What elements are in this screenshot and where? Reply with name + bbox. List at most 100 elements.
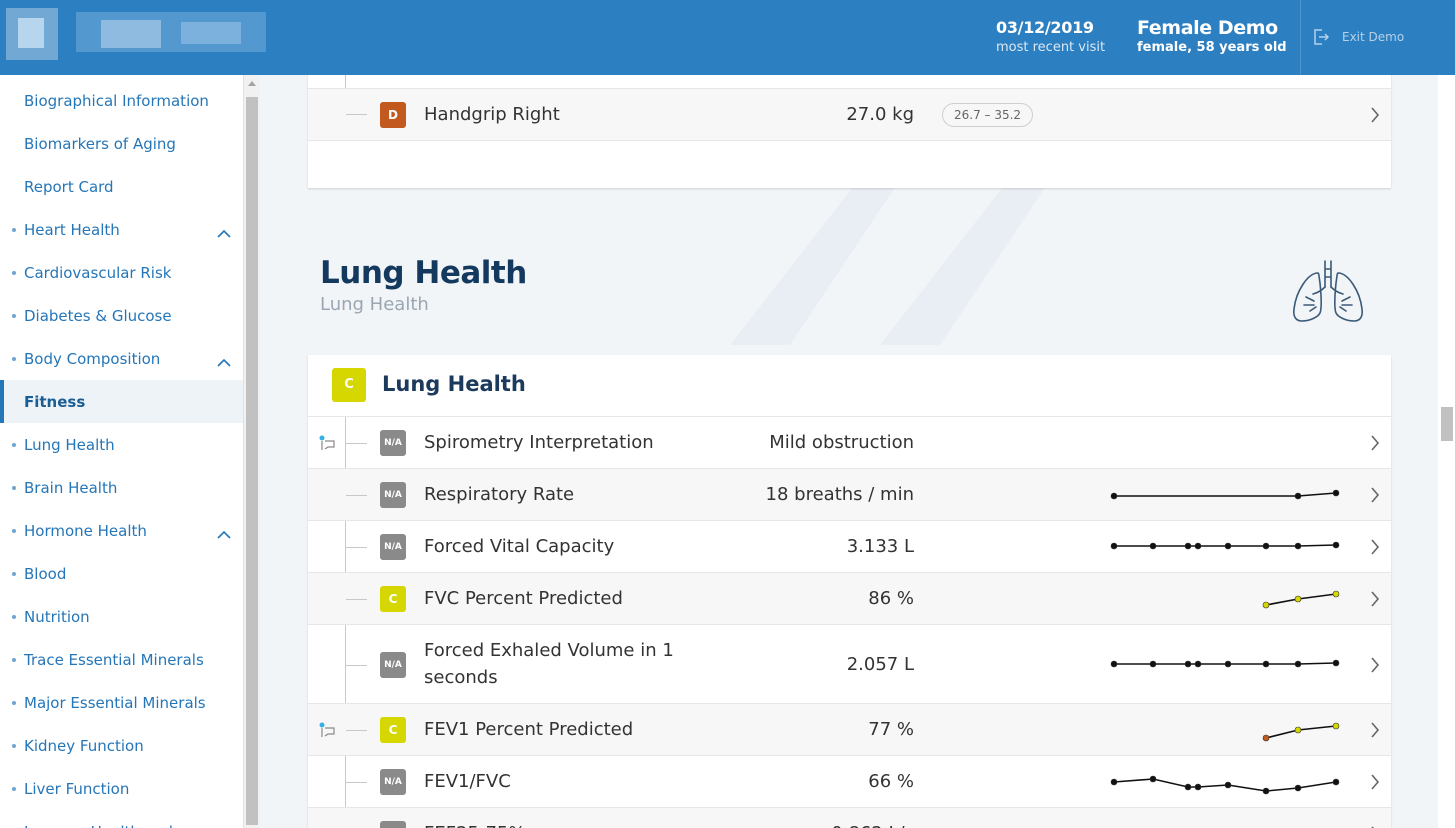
sparkline-point xyxy=(1194,542,1202,550)
sidebar-item-label: Major Essential Minerals xyxy=(24,693,206,712)
sidebar-item[interactable]: Immune Health and xyxy=(0,810,243,828)
lungs-icon xyxy=(1288,259,1368,331)
sparkline-point xyxy=(1294,726,1302,734)
sidebar-item-label: Biographical Information xyxy=(24,91,209,110)
biomarker-value: 27.0 kg xyxy=(846,104,914,125)
fitness-card: D Handgrip Right 27.0 kg 26.7 – 35.2 xyxy=(308,75,1391,188)
bullet-dot-icon xyxy=(12,700,16,705)
sidebar-item[interactable]: Cardiovascular Risk xyxy=(0,251,243,294)
comment-flag-icon[interactable] xyxy=(318,435,336,455)
table-row[interactable]: N/A Spirometry Interpretation Mild obstruc… xyxy=(308,416,1391,468)
table-row[interactable]: N/A Forced Vital Capacity 3.133 L xyxy=(308,520,1391,572)
bullet-dot-icon xyxy=(12,528,16,533)
sparkline-point xyxy=(1224,781,1232,789)
tree-tick xyxy=(346,665,367,666)
sparkline-path xyxy=(1114,492,1337,497)
sidebar-item[interactable]: Brain Health xyxy=(0,466,243,509)
bullet-dot-icon xyxy=(12,614,16,619)
chevron-right-icon[interactable] xyxy=(1370,106,1380,128)
page-scroll-thumb[interactable] xyxy=(1441,407,1453,441)
brand-logo[interactable] xyxy=(6,8,271,60)
biomarker-value: 18 breaths / min xyxy=(765,484,914,505)
sparkline-point xyxy=(1149,542,1157,550)
sidebar-item[interactable]: Liver Function xyxy=(0,767,243,810)
sparkline-path xyxy=(1114,662,1337,665)
patient-info: Female Demo female, 58 years old xyxy=(1137,17,1287,55)
chevron-right-icon[interactable] xyxy=(1370,721,1380,743)
table-row[interactable]: D Handgrip Right 27.0 kg 26.7 – 35.2 xyxy=(308,88,1391,140)
grade-badge: C xyxy=(380,717,406,743)
table-row[interactable]: C FVC Percent Predicted 86 % xyxy=(308,572,1391,624)
sparkline-point xyxy=(1184,542,1192,550)
biomarker-name: Forced Vital Capacity xyxy=(424,536,615,557)
chevron-up-icon[interactable] xyxy=(216,354,232,372)
tree-tick xyxy=(346,114,367,115)
sidebar-item[interactable]: Fitness xyxy=(0,380,243,423)
sidebar-item[interactable]: Hormone Health xyxy=(0,509,243,552)
table-row[interactable]: N/A Forced Exhaled Volume in 1 seconds 2.0… xyxy=(308,624,1391,703)
sidebar-item[interactable]: Body Composition xyxy=(0,337,243,380)
sparkline-path xyxy=(1114,544,1337,547)
sidebar-item-label: Biomarkers of Aging xyxy=(24,134,176,153)
sparkline-point xyxy=(1332,778,1340,786)
sparkline-point xyxy=(1110,660,1118,668)
sidebar-nav: Biographical Information Biomarkers of Ag… xyxy=(0,75,243,828)
exit-demo-button[interactable]: Exit Demo xyxy=(1300,0,1455,75)
sidebar-item-label: Body Composition xyxy=(24,349,161,368)
sidebar-item-label: Liver Function xyxy=(24,779,130,798)
sparkline-point xyxy=(1262,787,1270,795)
sidebar-item[interactable]: Heart Health xyxy=(0,208,243,251)
biomarker-value: 77 % xyxy=(868,719,914,740)
sidebar-item[interactable]: Biographical Information xyxy=(0,79,243,122)
chevron-right-icon[interactable] xyxy=(1370,486,1380,508)
chevron-right-icon[interactable] xyxy=(1370,538,1380,560)
sparkline-point xyxy=(1294,595,1302,603)
sidebar-item[interactable]: Lung Health xyxy=(0,423,243,466)
biomarker-name: Respiratory Rate xyxy=(424,484,575,505)
biomarker-name: Forced Exhaled Volume in 1 seconds xyxy=(424,640,674,688)
biomarker-name: FVC Percent Predicted xyxy=(424,588,623,609)
sidebar-item[interactable]: Biomarkers of Aging xyxy=(0,122,243,165)
patient-details: female, 58 years old xyxy=(1137,40,1287,55)
page-scrollbar[interactable] xyxy=(1438,75,1455,828)
sparkline-point xyxy=(1149,775,1157,783)
chevron-right-icon[interactable] xyxy=(1370,434,1380,456)
comment-flag-icon[interactable] xyxy=(318,722,336,742)
exit-demo-label: Exit Demo xyxy=(1342,30,1405,44)
chevron-up-icon[interactable] xyxy=(216,526,232,544)
visit-info: 03/12/2019 most recent visit xyxy=(996,18,1105,55)
sidebar-item[interactable]: Trace Essential Minerals xyxy=(0,638,243,681)
table-row[interactable]: N/A Respiratory Rate 18 breaths / min xyxy=(308,468,1391,520)
sidebar-scrollbar[interactable] xyxy=(243,75,260,828)
chevron-right-icon[interactable] xyxy=(1370,773,1380,795)
sidebar-item[interactable]: Diabetes & Glucose xyxy=(0,294,243,337)
trend-sparkline xyxy=(1262,590,1340,609)
sidebar-item[interactable]: Blood xyxy=(0,552,243,595)
chevron-right-icon[interactable] xyxy=(1370,656,1380,678)
bullet-dot-icon xyxy=(12,786,16,791)
sidebar-item[interactable]: Major Essential Minerals xyxy=(0,681,243,724)
sparkline-point xyxy=(1332,489,1340,497)
sparkline-point xyxy=(1184,660,1192,668)
table-row[interactable]: N/A FEV1/FVC 66 % xyxy=(308,755,1391,807)
table-row[interactable]: N/A FEF25-75% 0.862 L/s xyxy=(308,807,1391,828)
sparkline-point xyxy=(1110,542,1118,550)
scroll-up-arrow-icon[interactable] xyxy=(248,81,256,86)
sparkline-point xyxy=(1224,660,1232,668)
tree-tick xyxy=(346,443,367,444)
chevron-right-icon[interactable] xyxy=(1370,590,1380,612)
sidebar-item[interactable]: Kidney Function xyxy=(0,724,243,767)
biomarker-value: 86 % xyxy=(868,588,914,609)
card-grade-badge: C xyxy=(332,368,366,402)
lung-health-card: C Lung Health N/A Spirometry Interpretati… xyxy=(308,355,1391,828)
table-row[interactable]: C FEV1 Percent Predicted 77 % xyxy=(308,703,1391,755)
biomarker-value: 3.133 L xyxy=(846,536,914,557)
sidebar-item-label: Diabetes & Glucose xyxy=(24,306,172,325)
biomarker-name: FEV1 Percent Predicted xyxy=(424,719,634,740)
sidebar-item[interactable]: Nutrition xyxy=(0,595,243,638)
chevron-up-icon[interactable] xyxy=(216,225,232,243)
trend-sparkline xyxy=(1110,659,1340,668)
sparkline-point xyxy=(1194,783,1202,791)
sidebar-item[interactable]: Report Card xyxy=(0,165,243,208)
sidebar-scroll-thumb[interactable] xyxy=(246,97,258,825)
